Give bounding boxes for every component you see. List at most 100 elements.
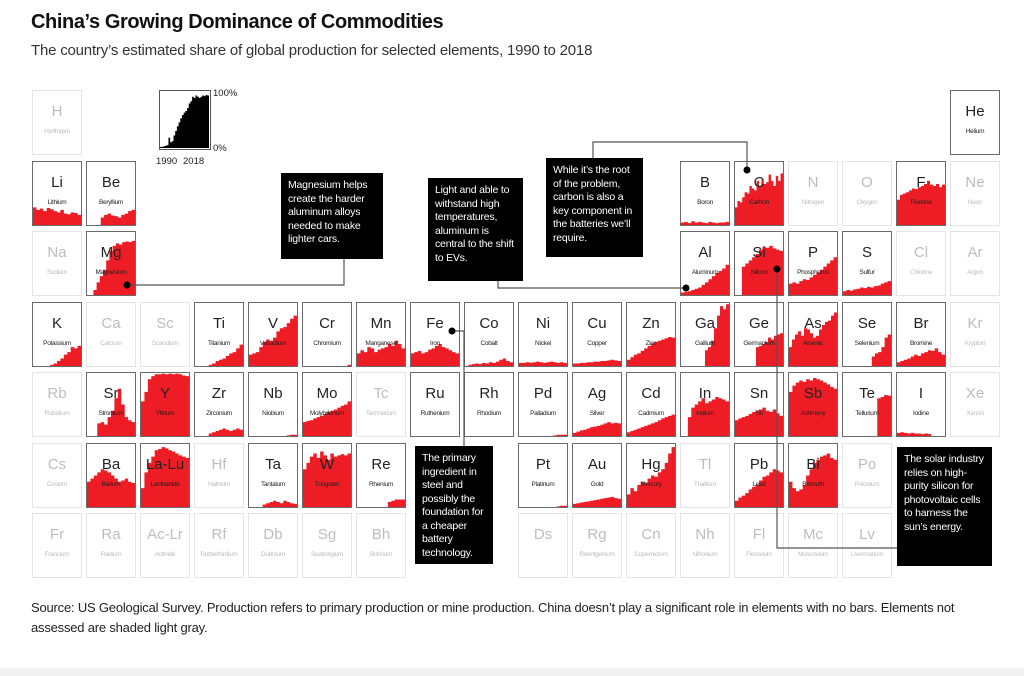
element-name: Gallium xyxy=(695,339,715,347)
element-symbol: He xyxy=(965,103,985,120)
share-area-pt xyxy=(519,505,567,507)
element-cell-al: Al Aluminum xyxy=(680,231,730,296)
element-name: Germanium xyxy=(743,339,775,347)
share-area-path-ti xyxy=(195,344,243,366)
share-area-cu xyxy=(573,359,621,366)
share-area-au xyxy=(573,496,621,507)
share-area-re xyxy=(357,498,405,507)
element-symbol: Xe xyxy=(965,385,985,402)
share-area-k xyxy=(33,345,81,366)
element-name: Zinc xyxy=(645,339,657,347)
share-area-path-ta xyxy=(249,500,297,507)
share-area-ti xyxy=(195,344,243,366)
element-cell-be: Be Beryllium xyxy=(86,160,136,226)
share-area-ga xyxy=(681,303,729,366)
share-area-s xyxy=(843,281,891,295)
element-name: Vanadium xyxy=(259,339,287,347)
element-symbol: Ne xyxy=(965,173,985,191)
share-area-i xyxy=(897,432,945,436)
element-symbol: Cn xyxy=(641,526,661,543)
element-cell-ac-lr: Ac-Lr Actinide xyxy=(140,513,190,578)
element-name: Argon xyxy=(967,269,983,276)
element-name: Scandium xyxy=(151,339,179,347)
element-cell-ge: Ge Germanium xyxy=(734,301,784,367)
element-symbol: Pt xyxy=(535,455,551,473)
element-symbol: Te xyxy=(859,385,875,402)
share-area-nb xyxy=(249,434,297,436)
element-cell-kr: Kr Krypton xyxy=(950,301,1000,367)
element-name: Sodium xyxy=(46,269,68,276)
element-name: Cadmium xyxy=(638,410,664,417)
element-symbol: Y xyxy=(159,385,170,402)
element-symbol: F xyxy=(916,173,926,191)
legend-area xyxy=(160,94,209,148)
share-area-path-y xyxy=(141,373,189,436)
element-symbol: Cr xyxy=(319,314,335,332)
share-area-path-au xyxy=(573,496,621,507)
element-symbol: Fr xyxy=(49,526,65,543)
share-area-path-w xyxy=(303,451,351,507)
source-note: Source: US Geological Survey. Production… xyxy=(31,600,955,635)
share-area-path-fe xyxy=(411,343,459,366)
legend-end-year: 2018 xyxy=(183,156,205,167)
share-area-pd xyxy=(519,434,567,436)
element-cell-pd: Pd Palladium xyxy=(518,372,568,437)
element-symbol: Hf xyxy=(211,455,227,473)
element-symbol: La-Lu xyxy=(145,455,185,473)
share-area-path-ga xyxy=(681,303,729,366)
element-symbol: Cu xyxy=(587,314,607,332)
element-cell-ti: Ti Titanium xyxy=(194,301,244,367)
element-cell-sg: Sg Seaborgium xyxy=(302,513,352,578)
element-name: Silicon xyxy=(750,269,768,276)
element-name: Actinide xyxy=(154,551,176,558)
element-cell-br: Br Bromine xyxy=(896,301,946,367)
element-symbol: Bi xyxy=(806,455,820,473)
element-symbol: Sr xyxy=(103,385,119,402)
element-symbol: Se xyxy=(857,314,877,332)
element-cell-as: As Arsenic xyxy=(788,301,838,367)
legend-min-label: 0% xyxy=(213,143,227,154)
share-area-y xyxy=(141,373,189,436)
element-name: Silver xyxy=(589,410,605,417)
element-name: Bohrium xyxy=(369,551,393,558)
share-area-path-f xyxy=(897,180,945,225)
element-name: Lanthanide xyxy=(150,480,180,488)
share-area-path-cu xyxy=(573,359,621,366)
share-area-path-cd xyxy=(627,414,675,436)
element-cell-sc: Sc Scandium xyxy=(140,301,190,367)
page-bottom-bar xyxy=(0,668,1024,676)
share-area-ba xyxy=(87,468,135,507)
element-cell-li: Li Lithium xyxy=(32,160,82,226)
element-name: Manganese xyxy=(365,339,397,347)
element-cell-p: P Phosphorus xyxy=(788,231,838,296)
share-area-path-s xyxy=(843,281,891,295)
element-symbol: I xyxy=(918,385,924,402)
share-area-la-lu xyxy=(141,446,189,507)
share-area-ge xyxy=(735,332,783,366)
element-name: Bromine xyxy=(909,339,933,347)
element-cell-sb: Sb Antimony xyxy=(788,372,838,437)
element-symbol: V xyxy=(267,314,278,332)
share-area-path-cr xyxy=(303,364,351,366)
element-name: Nickel xyxy=(535,339,551,347)
element-cell-cl: Cl Chlorine xyxy=(896,231,946,296)
element-symbol: As xyxy=(804,314,822,332)
element-symbol: Fe xyxy=(426,314,444,332)
element-name: Livermorium xyxy=(850,551,884,558)
element-name: Cesium xyxy=(46,480,68,488)
element-name: Palladium xyxy=(530,410,556,417)
share-area-cr xyxy=(303,364,351,366)
share-area-path-zr xyxy=(195,428,243,436)
share-area-path-li xyxy=(33,206,81,225)
periodic-table: H Hydrogen He Helium Li Lithium Be Beryllium B Bo… xyxy=(32,90,1000,578)
element-cell-db: Db Dubnium xyxy=(248,513,298,578)
element-symbol: Br xyxy=(913,314,929,332)
element-cell-na: Na Sodium xyxy=(32,231,82,296)
element-name: Seaborgium xyxy=(310,551,344,558)
element-name: Nitrogen xyxy=(801,198,825,206)
element-name: Barium xyxy=(101,480,121,488)
share-area-path-pd xyxy=(519,434,567,436)
element-name: Platinum xyxy=(531,480,555,488)
element-name: Francium xyxy=(44,551,70,558)
element-cell-he: He Helium xyxy=(950,90,1000,155)
